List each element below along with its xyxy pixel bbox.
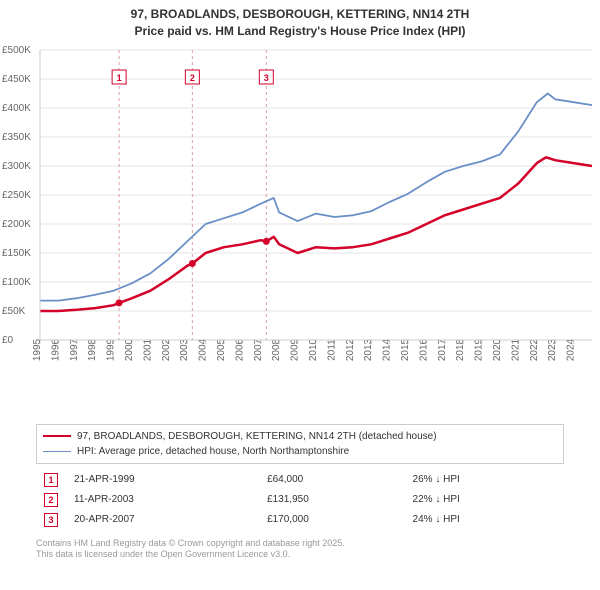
event-row: 2 11-APR-2003£131,95022% ↓ HPI bbox=[36, 490, 564, 510]
svg-text:2023: 2023 bbox=[547, 338, 558, 361]
svg-text:2018: 2018 bbox=[455, 338, 466, 361]
chart-area: £0 £50K £100K £150K £200K £250K £300K £350K £400… bbox=[0, 40, 600, 420]
legend-row-hpi: HPI: Average price, detached house, Nort… bbox=[43, 444, 557, 459]
svg-text:2001: 2001 bbox=[142, 338, 153, 361]
event-diff: 22% ↓ HPI bbox=[405, 490, 564, 510]
svg-text:£0: £0 bbox=[2, 335, 14, 346]
svg-text:2000: 2000 bbox=[124, 338, 135, 361]
event-table: 1 21-APR-1999£64,00026% ↓ HPI 2 11-APR-2003… bbox=[36, 470, 564, 530]
svg-text:2019: 2019 bbox=[474, 338, 485, 361]
event-date: 11-APR-2003 bbox=[66, 490, 259, 510]
legend-swatch-property bbox=[43, 435, 71, 437]
svg-text:£400K: £400K bbox=[2, 103, 31, 114]
svg-text:£300K: £300K bbox=[2, 161, 31, 172]
svg-text:2014: 2014 bbox=[382, 338, 393, 361]
svg-text:£250K: £250K bbox=[2, 190, 31, 201]
svg-text:£350K: £350K bbox=[2, 132, 31, 143]
legend-row-property: 97, BROADLANDS, DESBOROUGH, KETTERING, N… bbox=[43, 429, 557, 444]
attribution: Contains HM Land Registry data © Crown c… bbox=[36, 538, 564, 561]
attribution-line1: Contains HM Land Registry data © Crown c… bbox=[36, 538, 564, 550]
svg-text:2008: 2008 bbox=[271, 338, 282, 361]
svg-text:2011: 2011 bbox=[326, 338, 337, 360]
event-price: £170,000 bbox=[259, 510, 404, 530]
event-date: 20-APR-2007 bbox=[66, 510, 259, 530]
svg-text:2012: 2012 bbox=[345, 338, 356, 361]
price-chart-svg: £0 £50K £100K £150K £200K £250K £300K £350K £400… bbox=[0, 40, 600, 420]
svg-text:2009: 2009 bbox=[290, 338, 301, 361]
svg-text:£50K: £50K bbox=[2, 306, 26, 317]
event-diff: 24% ↓ HPI bbox=[405, 510, 564, 530]
svg-text:£500K: £500K bbox=[2, 45, 31, 56]
event-marker-icon: 1 bbox=[44, 473, 58, 487]
chart-title: 97, BROADLANDS, DESBOROUGH, KETTERING, N… bbox=[0, 0, 600, 40]
svg-text:2005: 2005 bbox=[216, 338, 227, 361]
svg-text:1996: 1996 bbox=[50, 338, 61, 361]
svg-text:2: 2 bbox=[190, 73, 195, 83]
svg-text:3: 3 bbox=[264, 73, 269, 83]
event-marker-icon: 3 bbox=[44, 513, 58, 527]
svg-text:2022: 2022 bbox=[529, 338, 540, 361]
event-date: 21-APR-1999 bbox=[66, 470, 259, 490]
legend: 97, BROADLANDS, DESBOROUGH, KETTERING, N… bbox=[36, 424, 564, 464]
svg-text:2017: 2017 bbox=[437, 338, 448, 361]
svg-text:1: 1 bbox=[117, 73, 122, 83]
svg-text:2021: 2021 bbox=[510, 338, 521, 361]
svg-text:2002: 2002 bbox=[161, 338, 172, 361]
svg-text:2006: 2006 bbox=[234, 338, 245, 361]
event-row: 1 21-APR-1999£64,00026% ↓ HPI bbox=[36, 470, 564, 490]
event-price: £64,000 bbox=[259, 470, 404, 490]
svg-text:1999: 1999 bbox=[106, 338, 117, 361]
svg-text:2010: 2010 bbox=[308, 338, 319, 361]
svg-text:1998: 1998 bbox=[87, 338, 98, 361]
title-line2: Price paid vs. HM Land Registry's House … bbox=[0, 23, 600, 40]
svg-text:£200K: £200K bbox=[2, 219, 31, 230]
svg-text:2013: 2013 bbox=[363, 338, 374, 361]
svg-text:£450K: £450K bbox=[2, 74, 31, 85]
event-marker-icon: 2 bbox=[44, 493, 58, 507]
event-price: £131,950 bbox=[259, 490, 404, 510]
legend-swatch-hpi bbox=[43, 451, 71, 452]
svg-text:£150K: £150K bbox=[2, 248, 31, 259]
svg-text:£100K: £100K bbox=[2, 277, 31, 288]
svg-text:2004: 2004 bbox=[198, 338, 209, 361]
svg-text:1997: 1997 bbox=[69, 338, 80, 361]
svg-text:2020: 2020 bbox=[492, 338, 503, 361]
attribution-line2: This data is licensed under the Open Gov… bbox=[36, 549, 564, 561]
legend-label-property: 97, BROADLANDS, DESBOROUGH, KETTERING, N… bbox=[77, 429, 437, 444]
svg-text:2003: 2003 bbox=[179, 338, 190, 361]
svg-text:2016: 2016 bbox=[418, 338, 429, 361]
legend-label-hpi: HPI: Average price, detached house, Nort… bbox=[77, 444, 349, 459]
title-line1: 97, BROADLANDS, DESBOROUGH, KETTERING, N… bbox=[0, 6, 600, 23]
svg-text:2007: 2007 bbox=[253, 338, 264, 361]
event-row: 3 20-APR-2007£170,00024% ↓ HPI bbox=[36, 510, 564, 530]
svg-text:2015: 2015 bbox=[400, 338, 411, 361]
svg-text:1995: 1995 bbox=[32, 338, 43, 361]
svg-text:2024: 2024 bbox=[566, 338, 577, 361]
event-diff: 26% ↓ HPI bbox=[405, 470, 564, 490]
